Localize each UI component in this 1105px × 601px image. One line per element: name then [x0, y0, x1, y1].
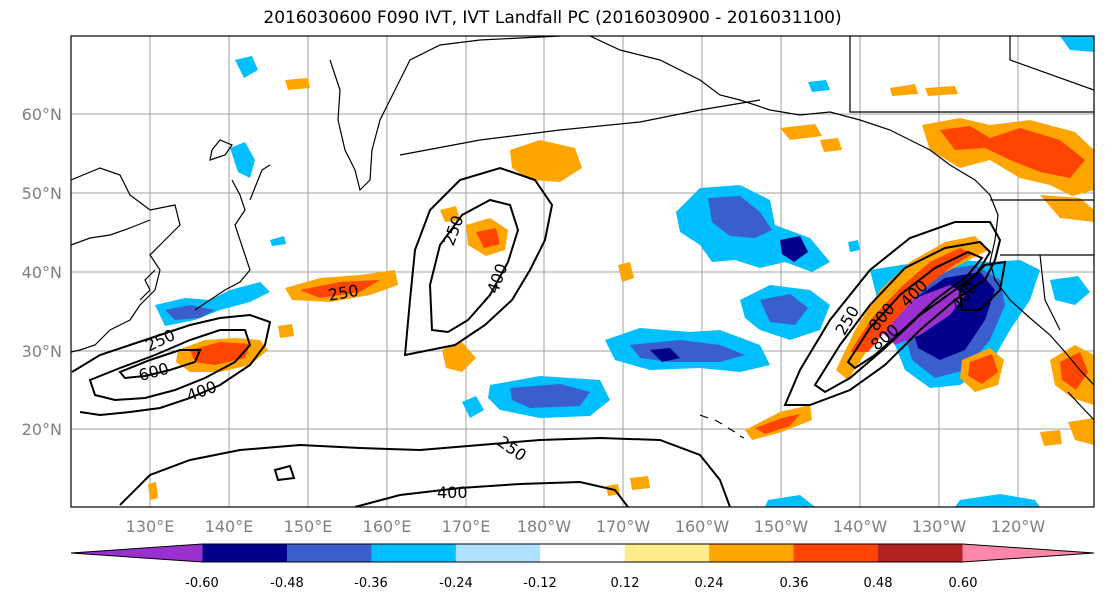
colorbar-tick-label: 0.12 [611, 576, 640, 591]
colorbar-segment [709, 544, 795, 562]
positive-anomalies [148, 78, 1094, 500]
lon-label: 160°W [675, 517, 730, 536]
colorbar [70, 543, 1095, 563]
colorbar-tick-label: 0.36 [780, 576, 809, 591]
lon-label: 130°W [912, 517, 967, 536]
colorbar-segment [286, 544, 372, 562]
contour-label: 400 [437, 483, 468, 502]
lon-label: 170°E [442, 517, 491, 536]
colorbar-segment [202, 544, 288, 562]
colorbar-tick-label: -0.24 [439, 576, 473, 591]
colorbar-segment [540, 544, 626, 562]
lon-label: 160°E [363, 517, 412, 536]
colorbar-segment [371, 544, 457, 562]
lon-label: 140°E [205, 517, 254, 536]
lon-label: 130°E [126, 517, 175, 536]
coastlines [71, 36, 1094, 439]
colorbar-segment [624, 544, 710, 562]
lon-label: 180°W [517, 517, 572, 536]
colorbar-segment [71, 544, 203, 562]
lon-label: 150°W [754, 517, 809, 536]
colorbar-segment [878, 544, 964, 562]
lon-label: 140°W [833, 517, 888, 536]
colorbar-outline [70, 543, 1095, 563]
lat-label: 60°N [22, 105, 62, 124]
lon-label: 150°E [284, 517, 333, 536]
colorbar-segment [455, 544, 541, 562]
lat-label: 50°N [22, 184, 62, 203]
latitude-labels: 60°N 50°N 40°N 30°N 20°N [22, 105, 62, 439]
ivt-contours [71, 166, 1007, 507]
longitude-labels: 130°E 140°E 150°E 160°E 170°E 180°W 170°… [126, 517, 1046, 536]
lat-label: 30°N [22, 342, 62, 361]
colorbar-tick-label: 0.48 [864, 576, 893, 591]
map-frame [70, 35, 1095, 508]
colorbar-tick-label: 0.24 [695, 576, 724, 591]
lon-label: 120°W [991, 517, 1046, 536]
lon-label: 170°W [596, 517, 651, 536]
colorbar-tick-label: -0.60 [185, 576, 219, 591]
negative-anomalies [155, 36, 1094, 507]
gridlines [71, 36, 1094, 507]
colorbar-tick-label: -0.48 [270, 576, 304, 591]
colorbar-tick-labels: -0.60 -0.48 -0.36 -0.24 -0.12 0.12 0.24 … [185, 576, 977, 591]
colorbar-tick-label: 0.60 [949, 576, 978, 591]
colorbar-segment [962, 544, 1094, 562]
colorbar-segment [793, 544, 879, 562]
lat-label: 20°N [22, 420, 62, 439]
map-title: 2016030600 F090 IVT, IVT Landfall PC (20… [263, 8, 842, 28]
lat-label: 40°N [22, 263, 62, 282]
colorbar-tick-label: -0.36 [354, 576, 388, 591]
colorbar-tick-label: -0.12 [523, 576, 557, 591]
